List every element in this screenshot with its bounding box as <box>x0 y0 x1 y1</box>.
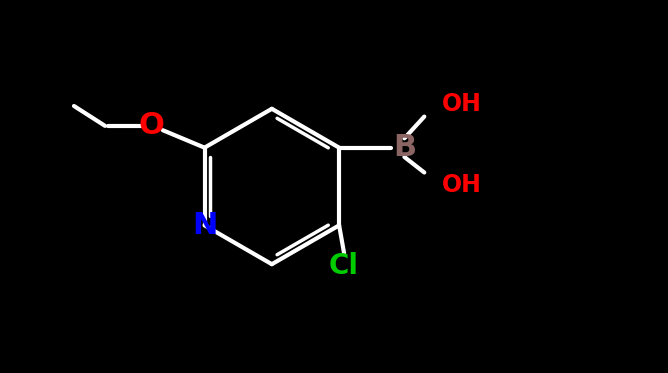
Text: B: B <box>393 133 416 162</box>
Text: O: O <box>139 112 164 140</box>
Text: OH: OH <box>442 92 482 116</box>
Text: N: N <box>192 211 217 240</box>
Text: OH: OH <box>442 173 482 197</box>
Text: Cl: Cl <box>329 252 359 280</box>
